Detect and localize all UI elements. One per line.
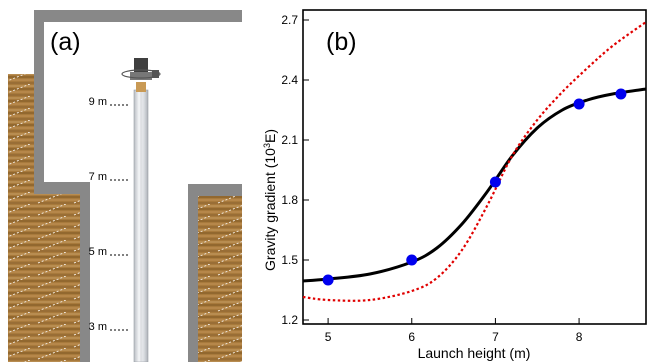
y-axis-label-main: Gravity gradient (10 (262, 148, 278, 271)
panel-a-illustration: (a) 9 m 7 m 5 m 3 m (8, 10, 242, 362)
soil-right (196, 196, 242, 362)
data-point-marker (406, 254, 418, 266)
fit-curve-solid (302, 87, 647, 283)
x-tick-label: 8 (576, 330, 583, 344)
y-axis-label-superscript: 3 (262, 143, 272, 148)
device-side-port (152, 70, 159, 78)
x-tick-label: 5 (325, 330, 332, 344)
x-tick-label: 6 (408, 330, 415, 344)
data-point-marker (489, 176, 501, 188)
height-mark-label: 7 m (89, 171, 107, 183)
x-axis-label: Launch height (m) (418, 345, 531, 361)
y-tick-label: 2.1 (281, 133, 298, 147)
height-mark-label: 3 m (89, 321, 107, 333)
device-ring (121, 69, 161, 79)
wall-right (188, 184, 242, 362)
model-curve-dotted (302, 21, 647, 302)
y-tick-label: 1.8 (281, 193, 298, 207)
data-point-marker (573, 98, 585, 110)
height-mark-label: 9 m (89, 96, 107, 108)
panel-b-label: (b) (326, 28, 357, 56)
x-tick-label: 7 (492, 330, 499, 344)
soil-left-lower (8, 194, 90, 362)
y-axis-label-unit: E) (262, 129, 278, 143)
data-point-marker (615, 88, 627, 100)
height-mark-label: 5 m (89, 246, 107, 258)
y-tick-label: 1.5 (281, 253, 298, 267)
y-tick-label: 1.2 (281, 313, 298, 327)
device-head (134, 58, 148, 72)
y-tick-label: 2.7 (281, 13, 298, 27)
y-tick-label: 2.4 (281, 73, 298, 87)
plot-frame (302, 9, 647, 325)
axis-ticks: 5 6 7 8 1.2 1.5 1.8 2.1 2.4 2.7 (281, 13, 582, 344)
device-body (130, 72, 152, 80)
y-axis-label: Gravity gradient (103E) (262, 129, 278, 271)
series-layer (302, 21, 647, 302)
panel-b-chart: (b) 5 6 7 8 1.2 1.5 1.8 2.1 2.4 2.7 Launch height… (262, 9, 647, 361)
wall-left (34, 10, 242, 362)
panel-a-label: (a) (50, 28, 81, 56)
height-marks: 9 m 7 m 5 m 3 m (89, 96, 128, 333)
data-point-marker (322, 274, 334, 286)
tube-flange (136, 82, 146, 92)
